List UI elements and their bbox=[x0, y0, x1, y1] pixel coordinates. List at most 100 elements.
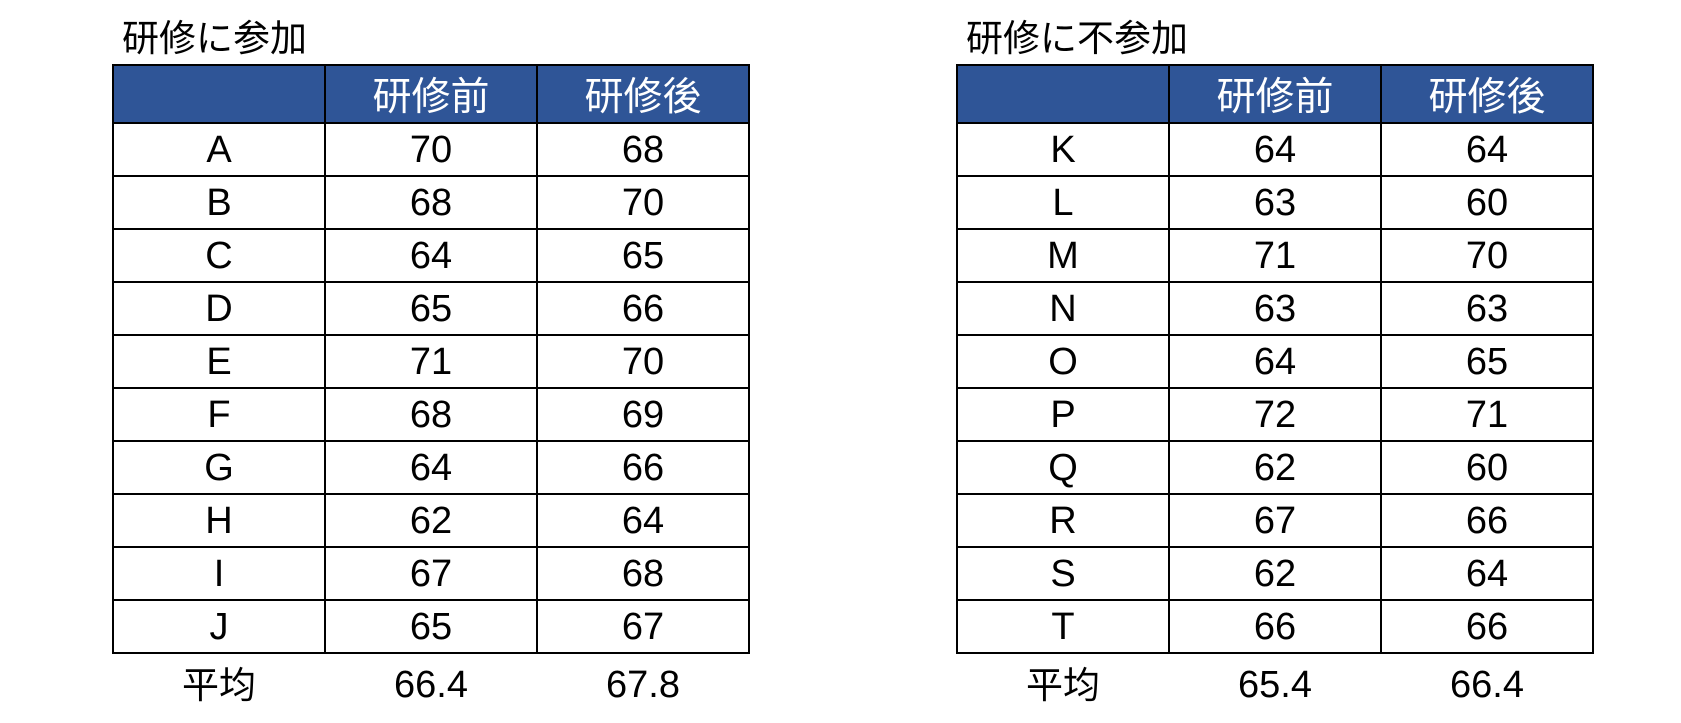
table-row: H 62 64 bbox=[112, 493, 750, 548]
row-before: 62 bbox=[1168, 440, 1382, 495]
table-row: S 62 64 bbox=[956, 546, 1594, 601]
row-name: D bbox=[112, 281, 326, 336]
average-after: 66.4 bbox=[1450, 664, 1524, 706]
row-after: 64 bbox=[1380, 546, 1594, 601]
table-row: I 67 68 bbox=[112, 546, 750, 601]
panel-title: 研修に不参加 bbox=[966, 18, 1188, 59]
non-participants-panel: 研修に不参加 研修前 研修後 K 64 64 L 63 60 M 71 bbox=[956, 14, 1596, 716]
row-name: G bbox=[112, 440, 326, 495]
average-before: 65.4 bbox=[1238, 664, 1312, 706]
average-row: 平均 65.4 66.4 bbox=[957, 653, 1593, 716]
non-participants-table: 研修前 研修後 K 64 64 L 63 60 M 71 70 N 63 bbox=[956, 64, 1594, 716]
row-after: 71 bbox=[1380, 387, 1594, 442]
average-before: 66.4 bbox=[394, 664, 468, 706]
panel-title: 研修に参加 bbox=[122, 18, 307, 59]
row-name: N bbox=[956, 281, 1170, 336]
row-name: J bbox=[112, 599, 326, 654]
row-after: 69 bbox=[536, 387, 750, 442]
header-after: 研修後 bbox=[1380, 64, 1594, 124]
row-after: 67 bbox=[536, 599, 750, 654]
row-after: 68 bbox=[536, 546, 750, 601]
average-label: 平均 bbox=[182, 664, 256, 706]
row-before: 65 bbox=[324, 599, 538, 654]
table-row: A 70 68 bbox=[112, 122, 750, 177]
participants-table: 研修前 研修後 A 70 68 B 68 70 C 64 65 D 65 bbox=[112, 64, 750, 716]
row-name: C bbox=[112, 228, 326, 283]
row-after: 65 bbox=[1380, 334, 1594, 389]
header-before: 研修前 bbox=[1168, 64, 1382, 124]
row-after: 65 bbox=[536, 228, 750, 283]
row-before: 68 bbox=[324, 387, 538, 442]
table-row: N 63 63 bbox=[956, 281, 1594, 336]
row-after: 70 bbox=[536, 175, 750, 230]
row-name: I bbox=[112, 546, 326, 601]
table-row: Q 62 60 bbox=[956, 440, 1594, 495]
row-after: 70 bbox=[1380, 228, 1594, 283]
row-before: 63 bbox=[1168, 175, 1382, 230]
row-name: K bbox=[956, 122, 1170, 177]
average-after: 67.8 bbox=[606, 664, 680, 706]
row-before: 71 bbox=[1168, 228, 1382, 283]
row-name: T bbox=[956, 599, 1170, 654]
row-after: 64 bbox=[1380, 122, 1594, 177]
row-after: 68 bbox=[536, 122, 750, 177]
table-row: T 66 66 bbox=[956, 599, 1594, 654]
row-after: 63 bbox=[1380, 281, 1594, 336]
row-name: P bbox=[956, 387, 1170, 442]
header-row: 研修前 研修後 bbox=[956, 64, 1594, 124]
row-name: L bbox=[956, 175, 1170, 230]
row-before: 72 bbox=[1168, 387, 1382, 442]
row-name: R bbox=[956, 493, 1170, 548]
row-after: 60 bbox=[1380, 175, 1594, 230]
row-before: 64 bbox=[324, 228, 538, 283]
row-before: 70 bbox=[324, 122, 538, 177]
header-row: 研修前 研修後 bbox=[112, 64, 750, 124]
row-after: 64 bbox=[536, 493, 750, 548]
table-row: P 72 71 bbox=[956, 387, 1594, 442]
row-name: M bbox=[956, 228, 1170, 283]
table-row: D 65 66 bbox=[112, 281, 750, 336]
row-before: 64 bbox=[324, 440, 538, 495]
row-name: B bbox=[112, 175, 326, 230]
row-before: 67 bbox=[324, 546, 538, 601]
average-label: 平均 bbox=[1026, 664, 1100, 706]
header-name bbox=[112, 64, 326, 124]
row-before: 67 bbox=[1168, 493, 1382, 548]
row-before: 64 bbox=[1168, 334, 1382, 389]
row-name: A bbox=[112, 122, 326, 177]
row-before: 64 bbox=[1168, 122, 1382, 177]
average-row: 平均 66.4 67.8 bbox=[113, 653, 749, 716]
table-row: K 64 64 bbox=[956, 122, 1594, 177]
row-name: H bbox=[112, 493, 326, 548]
header-before: 研修前 bbox=[324, 64, 538, 124]
table-row: O 64 65 bbox=[956, 334, 1594, 389]
row-before: 65 bbox=[324, 281, 538, 336]
row-before: 63 bbox=[1168, 281, 1382, 336]
row-after: 66 bbox=[536, 281, 750, 336]
table-row: F 68 69 bbox=[112, 387, 750, 442]
table-row: J 65 67 bbox=[112, 599, 750, 654]
table-row: E 71 70 bbox=[112, 334, 750, 389]
table-row: M 71 70 bbox=[956, 228, 1594, 283]
row-before: 62 bbox=[324, 493, 538, 548]
header-after: 研修後 bbox=[536, 64, 750, 124]
row-before: 71 bbox=[324, 334, 538, 389]
participants-panel: 研修に参加 研修前 研修後 A 70 68 B 68 70 C 64 bbox=[112, 14, 752, 716]
table-row: R 67 66 bbox=[956, 493, 1594, 548]
row-after: 66 bbox=[1380, 599, 1594, 654]
table-row: C 64 65 bbox=[112, 228, 750, 283]
row-after: 66 bbox=[1380, 493, 1594, 548]
header-name bbox=[956, 64, 1170, 124]
row-after: 70 bbox=[536, 334, 750, 389]
row-before: 68 bbox=[324, 175, 538, 230]
row-after: 66 bbox=[536, 440, 750, 495]
table-row: L 63 60 bbox=[956, 175, 1594, 230]
row-name: Q bbox=[956, 440, 1170, 495]
row-after: 60 bbox=[1380, 440, 1594, 495]
row-name: E bbox=[112, 334, 326, 389]
row-before: 62 bbox=[1168, 546, 1382, 601]
row-name: S bbox=[956, 546, 1170, 601]
row-name: F bbox=[112, 387, 326, 442]
table-row: B 68 70 bbox=[112, 175, 750, 230]
table-row: G 64 66 bbox=[112, 440, 750, 495]
